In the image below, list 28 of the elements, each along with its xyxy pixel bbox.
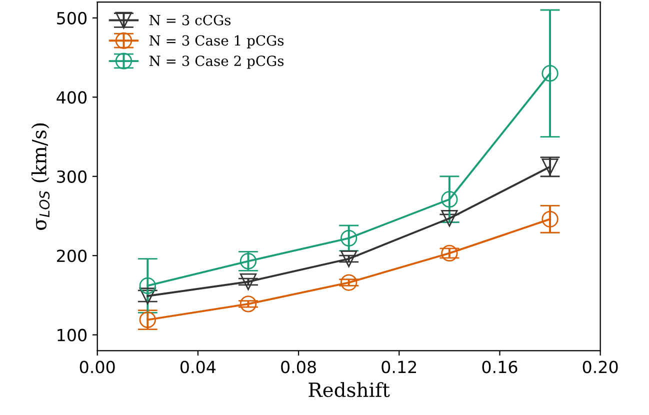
x-tick-label: 0.04 xyxy=(180,360,216,374)
point xyxy=(139,288,156,304)
point xyxy=(441,191,458,208)
y-tick-label: 200 xyxy=(57,250,87,262)
point xyxy=(240,273,257,290)
y-tick-label: 500 xyxy=(57,12,87,24)
y-axis-title: σ$_{LOS}$ (km/s) xyxy=(31,123,50,230)
point xyxy=(441,210,458,227)
legend-label: N = 3 Case 1 pCGs xyxy=(149,35,284,48)
point xyxy=(139,277,156,294)
x-axis-title: Redshift xyxy=(308,382,390,398)
point xyxy=(542,210,558,228)
point xyxy=(441,244,458,262)
point xyxy=(340,230,358,247)
y-tick-label: 400 xyxy=(56,91,87,104)
point xyxy=(340,250,358,268)
y-tick-label: 300 xyxy=(57,170,87,183)
legend-label: N = 3 Case 2 pCGs xyxy=(149,56,284,69)
point xyxy=(542,65,558,82)
x-tick-label: 0.16 xyxy=(482,360,518,374)
point xyxy=(240,296,257,312)
point xyxy=(340,274,358,291)
legend-label: N = 3 cCGs xyxy=(149,14,231,26)
y-tick-label: 100 xyxy=(58,328,87,342)
x-tick-label: 0.08 xyxy=(281,360,316,374)
x-tick-label: 0.20 xyxy=(582,360,618,374)
x-tick-label: 0.00 xyxy=(80,360,115,374)
x-tick-label: 0.12 xyxy=(382,360,416,374)
